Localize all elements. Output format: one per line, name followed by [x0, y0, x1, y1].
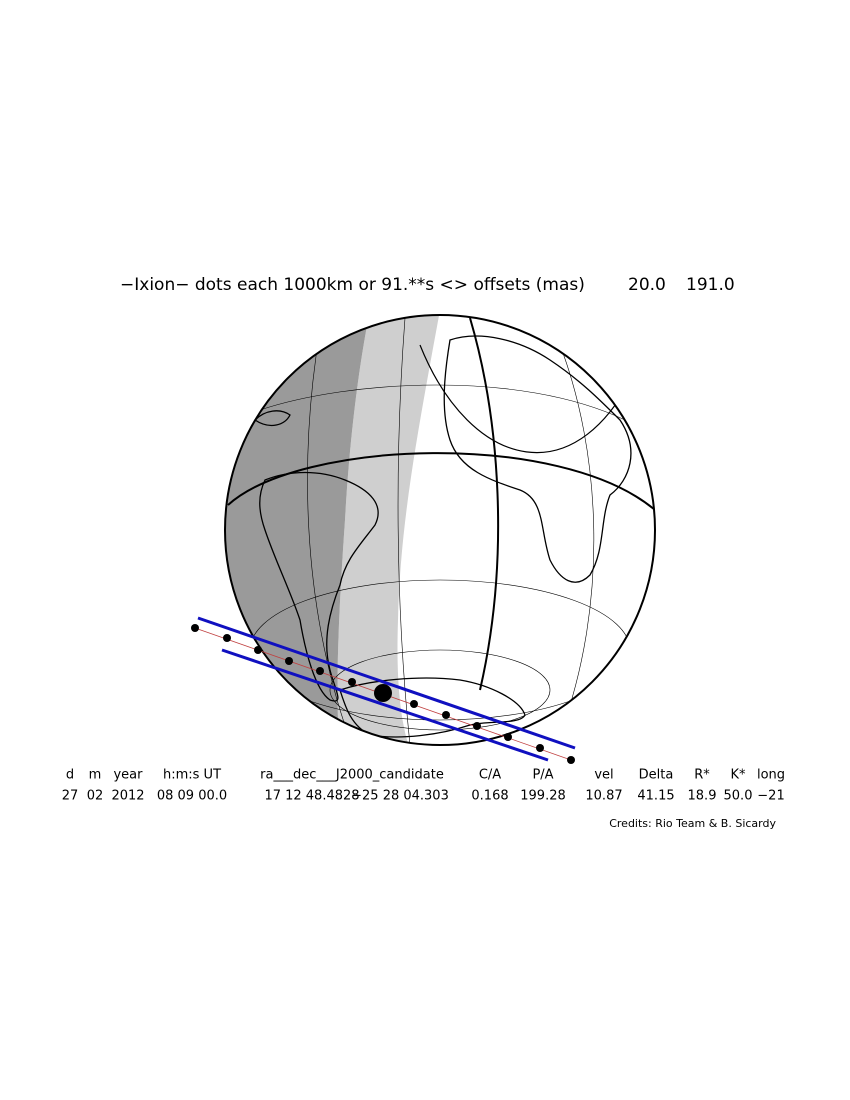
table-header: year: [113, 768, 143, 783]
graticule: [249, 317, 631, 745]
table-header: K*: [730, 768, 746, 783]
table-header: C/A: [479, 768, 501, 783]
track-dot: [191, 624, 199, 632]
track-dot: [536, 744, 544, 752]
track-dot: [410, 700, 418, 708]
table-header: vel: [594, 768, 613, 783]
track-dot: [473, 722, 481, 730]
table-value: 02: [87, 789, 104, 804]
table-value: 18.9: [688, 789, 717, 804]
track-dot: [504, 733, 512, 741]
table-value: 10.87: [585, 789, 622, 804]
event-table: d m year h:m:s UT ra___dec___J2000_candidate…: [62, 768, 785, 804]
credits: Credits: Rio Team & B. Sicardy: [609, 817, 776, 830]
track-dot: [348, 678, 356, 686]
table-value: −25 28 04.303: [351, 789, 449, 804]
track-dot: [374, 684, 392, 702]
equator: [227, 452, 655, 511]
offset-y: 191.0: [686, 275, 735, 295]
track-dot: [285, 657, 293, 665]
meridian: [469, 317, 500, 691]
table-header: h:m:s UT: [163, 768, 221, 783]
table-value: 50.0: [724, 789, 753, 804]
table-header: m: [89, 768, 102, 783]
table-value: 199.28: [520, 789, 566, 804]
offset-x: 20.0: [628, 275, 666, 295]
tropic: [419, 344, 641, 454]
track-dot: [442, 711, 450, 719]
track-dot: [316, 667, 324, 675]
shadow-limit-south: [221, 648, 549, 762]
table-header: Delta: [639, 768, 674, 783]
title: −Ixion− dots each 1000km or 91.**s <> of…: [120, 275, 585, 295]
table-header: R*: [694, 768, 710, 783]
table-header: long: [757, 768, 785, 783]
table-value: 27: [62, 789, 79, 804]
track-dot: [254, 646, 262, 654]
table-header: ra___dec___J2000_candidate: [260, 768, 444, 783]
table-value: −21: [757, 789, 784, 804]
table-value: 17 12 48.4828: [264, 789, 359, 804]
table-header: d: [66, 768, 74, 783]
table-value: 41.15: [637, 789, 674, 804]
track-dot: [567, 756, 575, 764]
table-value: 2012: [111, 789, 144, 804]
table-header: P/A: [532, 768, 553, 783]
table-value: 08 09 00.0: [157, 789, 227, 804]
occultation-track: [191, 616, 576, 764]
shadow-limit-north: [197, 616, 576, 750]
table-value: 0.168: [471, 789, 508, 804]
twilight-zone: [337, 315, 440, 745]
track-dot: [223, 634, 231, 642]
globe-outline: [224, 314, 656, 746]
